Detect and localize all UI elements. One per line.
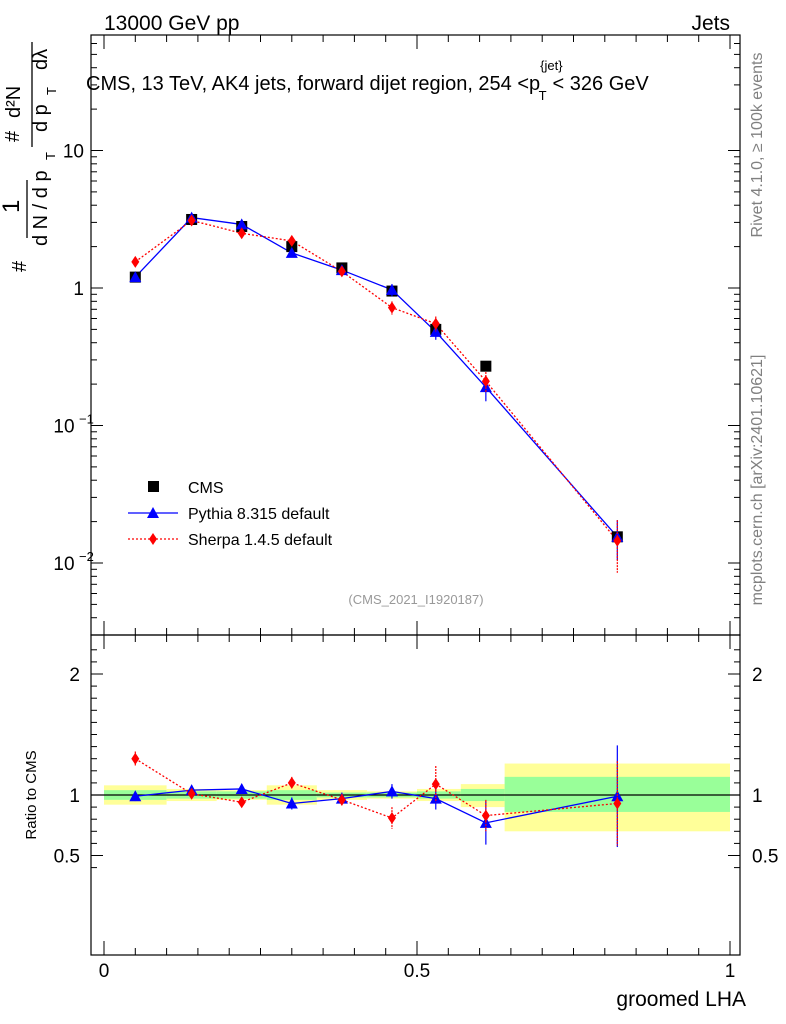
ylabel-dn: d N / d p bbox=[30, 170, 52, 246]
sherpa-point bbox=[131, 255, 140, 268]
ratio-sherpa-point bbox=[337, 793, 346, 806]
legend-sherpa-marker bbox=[149, 533, 157, 545]
mcplots-label: mcplots.cern.ch [arXiv:2401.10621] bbox=[749, 355, 766, 606]
main-ytick-exponent: −1 bbox=[79, 412, 94, 427]
pythia-point bbox=[429, 325, 442, 337]
ratio-ylabel: Ratio to CMS bbox=[23, 750, 40, 839]
ratio-ytick-label: 0.5 bbox=[54, 847, 80, 868]
ratio-sherpa-point bbox=[613, 797, 622, 810]
legend-sherpa-label: Sherpa 1.4.5 default bbox=[188, 532, 333, 549]
main-ytick-label: 10 bbox=[63, 142, 84, 163]
ratio-pythia-point bbox=[385, 785, 398, 797]
ylabel-num: d²N bbox=[3, 86, 25, 118]
main-markers bbox=[129, 211, 624, 573]
main-ylabel: # 1 d N / d p T # d²N d p T dλ bbox=[0, 42, 59, 272]
title-sup: {jet} bbox=[540, 58, 563, 73]
title-end: < 326 GeV bbox=[553, 73, 650, 95]
ratio-sherpa-point bbox=[287, 776, 296, 789]
ratio-ytick-label-right: 1 bbox=[752, 786, 763, 807]
main-ytick-label: 1 bbox=[73, 279, 84, 300]
ratio-pythia-point bbox=[129, 790, 142, 802]
title-sub: T bbox=[539, 88, 547, 103]
ratio-axis-ticks: 2 2 1 1 0.5 0.5 0 0.5 1 bbox=[54, 635, 778, 982]
ratio-ytick-label-right: 0.5 bbox=[752, 847, 778, 868]
ratio-sherpa-point bbox=[431, 778, 440, 791]
legend: CMS Pythia 8.315 default Sherpa 1.4.5 de… bbox=[128, 480, 333, 549]
sherpa-point bbox=[187, 214, 196, 227]
sherpa-point bbox=[431, 317, 440, 330]
cms-point bbox=[480, 360, 492, 372]
pythia-point bbox=[129, 271, 142, 283]
main-ytick-label: 10 bbox=[53, 554, 74, 575]
ylabel-dl: dλ bbox=[30, 49, 52, 70]
ratio-ytick-label: 1 bbox=[69, 786, 80, 807]
pythia-point bbox=[385, 283, 398, 295]
main-ytick-label: 10 bbox=[53, 417, 74, 438]
ylabel-t2: T bbox=[44, 87, 59, 95]
ratio-sherpa-point bbox=[131, 752, 140, 765]
x-axis-label: groomed LHA bbox=[616, 988, 746, 1011]
ratio-pythia-point bbox=[235, 782, 248, 794]
xtick-label: 0.5 bbox=[404, 961, 430, 982]
ylabel-one: 1 bbox=[0, 200, 25, 213]
ratio-sherpa-point bbox=[387, 811, 396, 824]
ratio-sherpa-point bbox=[187, 787, 196, 800]
legend-pythia-marker bbox=[147, 507, 159, 518]
sherpa-point bbox=[337, 265, 346, 278]
sherpa-point bbox=[387, 301, 396, 314]
pythia-point bbox=[285, 246, 298, 258]
ratio-bands bbox=[104, 763, 730, 832]
legend-pythia-label: Pythia 8.315 default bbox=[188, 506, 330, 523]
ratio-ytick-label-right: 2 bbox=[752, 665, 763, 686]
ratio-pythia-point bbox=[285, 797, 298, 809]
ylabel-hash: # bbox=[9, 260, 31, 272]
ratio-ytick-label: 2 bbox=[69, 665, 80, 686]
xtick-label: 0 bbox=[99, 961, 110, 982]
sherpa-point bbox=[287, 234, 296, 247]
sherpa-point bbox=[481, 375, 490, 388]
ratio-sherpa-point bbox=[237, 796, 246, 809]
title-main: CMS, 13 TeV, AK4 jets, forward dijet reg… bbox=[86, 73, 540, 95]
ylabel-den: d p bbox=[30, 104, 52, 132]
ylabel-hash2: # bbox=[2, 130, 24, 142]
energy-label: 13000 GeV pp bbox=[104, 12, 239, 35]
ylabel-t1: T bbox=[43, 152, 58, 160]
legend-cms-marker bbox=[148, 481, 159, 492]
legend-cms-label: CMS bbox=[188, 480, 224, 497]
main-ytick-exponent: −2 bbox=[79, 549, 94, 564]
ratio-markers bbox=[129, 745, 624, 848]
sherpa-point bbox=[613, 534, 622, 547]
ratio-pythia-point bbox=[429, 792, 442, 804]
xtick-label: 1 bbox=[725, 961, 736, 982]
plot-title: CMS, 13 TeV, AK4 jets, forward dijet reg… bbox=[86, 58, 649, 103]
pythia-point bbox=[235, 218, 248, 230]
rivet-label: Rivet 4.1.0, ≥ 100k events bbox=[749, 53, 766, 238]
main-axis-ticks: 10 1 10 −1 10 −2 bbox=[53, 35, 740, 635]
analysis-id: (CMS_2021_I1920187) bbox=[348, 592, 483, 607]
ratio-plot-frame bbox=[90, 634, 741, 956]
jets-label: Jets bbox=[691, 12, 730, 35]
sherpa-point bbox=[237, 227, 246, 240]
ratio-sherpa-point bbox=[481, 809, 490, 822]
